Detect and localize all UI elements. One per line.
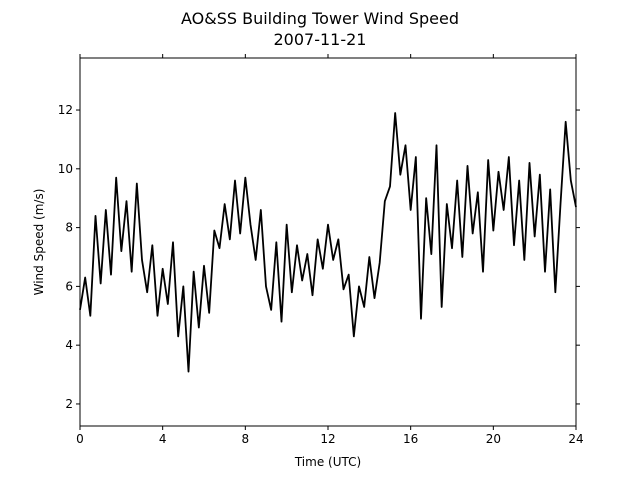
x-tick-label: 0 — [76, 432, 84, 446]
y-axis-label: Wind Speed (m/s) — [32, 189, 46, 296]
x-tick-label: 12 — [320, 432, 335, 446]
y-tick-label: 4 — [65, 338, 73, 352]
y-tick-label: 8 — [65, 221, 73, 235]
x-tick-label: 24 — [568, 432, 583, 446]
y-tick-label: 6 — [65, 279, 73, 293]
x-tick-label: 8 — [242, 432, 250, 446]
x-tick-label: 20 — [486, 432, 501, 446]
chart-subtitle: 2007-11-21 — [274, 30, 367, 49]
y-tick-label: 12 — [58, 103, 73, 117]
y-tick-label: 10 — [58, 162, 73, 176]
data-line — [79, 112, 577, 373]
x-tick-label: 4 — [159, 432, 167, 446]
x-tick-label: 16 — [403, 432, 418, 446]
plot-frame — [79, 57, 577, 427]
x-axis-label: Time (UTC) — [294, 455, 361, 469]
chart-title: AO&SS Building Tower Wind Speed — [181, 9, 459, 28]
y-tick-label: 2 — [65, 397, 73, 411]
